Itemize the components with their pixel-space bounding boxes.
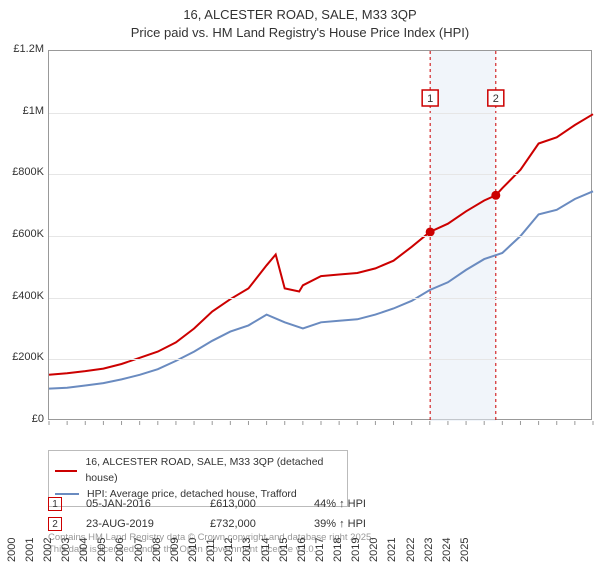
sale-row: 2 23-AUG-2019 £732,000 39% ↑ HPI [48, 514, 434, 534]
sale-records: 1 05-JAN-2016 £613,000 44% ↑ HPI 2 23-AU… [48, 494, 434, 534]
chart-container: 16, ALCESTER ROAD, SALE, M33 3QP Price p… [0, 0, 600, 560]
legend-label: 16, ALCESTER ROAD, SALE, M33 3QP (detach… [85, 455, 341, 487]
title-block: 16, ALCESTER ROAD, SALE, M33 3QP Price p… [0, 0, 600, 41]
svg-text:2: 2 [493, 93, 499, 105]
sale-delta: 39% ↑ HPI [314, 518, 434, 530]
y-tick-label: £400K [0, 290, 44, 302]
x-tick-label: 2025 [459, 538, 600, 562]
sale-date: 05-JAN-2016 [86, 498, 186, 510]
y-tick-label: £800K [0, 166, 44, 178]
sale-price: £613,000 [210, 498, 290, 510]
sale-row: 1 05-JAN-2016 £613,000 44% ↑ HPI [48, 494, 434, 514]
legend-swatch [55, 470, 77, 472]
sale-date: 23-AUG-2019 [86, 518, 186, 530]
chart-svg: 12 [49, 51, 591, 419]
y-tick-label: £600K [0, 228, 44, 240]
title-line1: 16, ALCESTER ROAD, SALE, M33 3QP [0, 6, 600, 24]
sale-delta: 44% ↑ HPI [314, 498, 434, 510]
y-tick-label: £1M [0, 105, 44, 117]
y-tick-label: £1.2M [0, 43, 44, 55]
title-line2: Price paid vs. HM Land Registry's House … [0, 24, 600, 42]
legend-row: 16, ALCESTER ROAD, SALE, M33 3QP (detach… [55, 455, 341, 487]
y-tick-label: £200K [0, 351, 44, 363]
chart-plot-area: 12 [48, 50, 592, 420]
sale-marker: 2 [48, 517, 62, 531]
sale-marker: 1 [48, 497, 62, 511]
svg-text:1: 1 [427, 93, 433, 105]
sale-price: £732,000 [210, 518, 290, 530]
y-tick-label: £0 [0, 413, 44, 425]
